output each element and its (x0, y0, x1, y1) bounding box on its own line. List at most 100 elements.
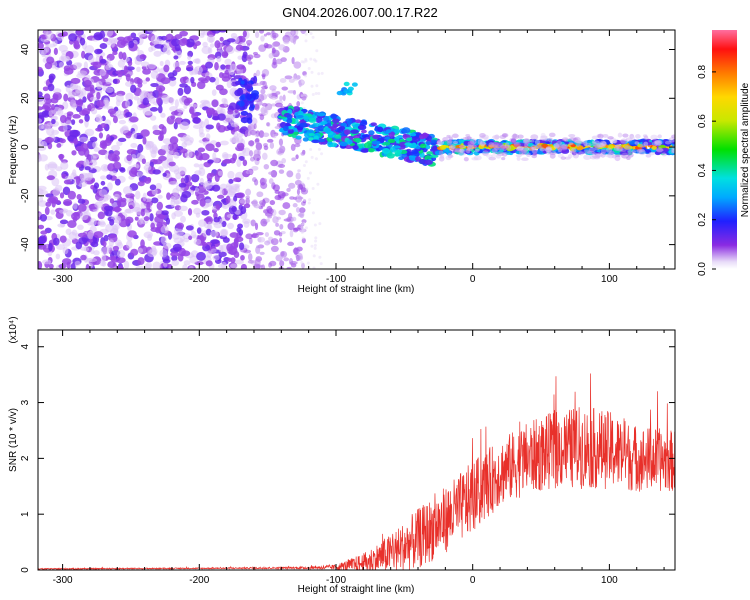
snr-x-label: Height of straight line (km) (298, 584, 415, 595)
heat-cell (134, 190, 141, 200)
heat-cell (240, 263, 247, 269)
heat-cell (105, 64, 112, 71)
heat-cell (343, 88, 350, 94)
heat-cell (159, 60, 164, 67)
heat-cell (300, 80, 304, 84)
heat-cell (194, 58, 201, 65)
heat-cell (227, 257, 232, 262)
heat-cell (657, 134, 662, 139)
heat-cell (350, 129, 359, 134)
heat-cell (44, 206, 50, 216)
heat-cell (90, 107, 98, 115)
heat-cell (234, 89, 242, 97)
heat-cell (79, 37, 86, 46)
heat-cell (233, 177, 241, 183)
heat-cell (187, 60, 193, 65)
heat-cell (101, 254, 107, 263)
heat-cell (255, 142, 263, 151)
heat-cell (569, 150, 576, 154)
heat-cell (109, 170, 117, 176)
heat-cell (254, 138, 260, 145)
heat-cell (70, 262, 76, 269)
heat-cell (187, 55, 192, 60)
heat-cell (301, 262, 305, 269)
heat-cell (46, 127, 55, 136)
heat-cell (242, 159, 248, 167)
heat-cell (125, 216, 134, 224)
heat-cell (598, 143, 606, 148)
heat-cell (228, 102, 237, 111)
heat-cell (286, 109, 293, 115)
heat-cell (320, 71, 324, 75)
heat-cell (318, 138, 326, 143)
heat-cell (162, 44, 170, 54)
heat-cell (99, 68, 107, 77)
heat-cell (294, 179, 303, 186)
heat-cell (154, 44, 164, 49)
heat-cell (73, 40, 80, 49)
heat-cell (157, 194, 163, 199)
heat-cell (568, 141, 574, 146)
heat-cell (287, 241, 295, 247)
snr-ticks: -300 -200 -100 0 100 0 1 2 3 4 (20, 330, 675, 586)
heat-cell (183, 260, 191, 266)
heat-cell (179, 121, 190, 130)
heat-cell (247, 43, 251, 47)
heat-cell (158, 87, 163, 96)
snr-y-label: SNR (10 * v/v) (8, 408, 19, 472)
heat-cell (200, 30, 206, 36)
heat-cell (100, 246, 111, 255)
snr-plot-area (38, 330, 675, 570)
heat-cell (473, 155, 482, 161)
heat-cell (45, 30, 54, 40)
heat-cell (311, 211, 315, 215)
heat-cell (96, 80, 103, 90)
heat-cell (233, 250, 240, 258)
heat-cell (521, 149, 528, 154)
heat-cell (252, 51, 259, 56)
heat-cell (253, 149, 260, 158)
heat-cell (516, 156, 521, 161)
heat-cell (656, 147, 663, 153)
y-tick-label: -40 (20, 237, 31, 252)
heat-cell (278, 232, 283, 237)
heat-cell (621, 152, 630, 159)
heat-cell (63, 179, 72, 185)
heat-cell (634, 141, 640, 145)
heat-cell (312, 254, 316, 258)
heat-cell (313, 135, 319, 141)
heat-cell (58, 44, 69, 52)
heat-cell (214, 40, 221, 49)
heat-cell (228, 178, 234, 184)
heat-cell (206, 172, 213, 181)
heat-cell (52, 187, 61, 197)
heat-cell (48, 110, 53, 117)
heat-cell (351, 82, 358, 87)
heat-cell (136, 170, 144, 177)
heat-cell (622, 133, 629, 138)
heat-cell (194, 187, 200, 193)
heat-cell (211, 99, 219, 108)
heat-cell (227, 170, 235, 179)
heat-cell (488, 156, 497, 161)
heat-cell (38, 261, 43, 269)
heat-cell (304, 160, 308, 164)
heat-cell (452, 133, 459, 139)
x-tick-label: -200 (189, 274, 209, 285)
heat-cell (81, 50, 86, 59)
heat-cell (267, 215, 272, 219)
heat-cell (171, 259, 180, 266)
heat-cell (394, 136, 400, 142)
heat-cell (381, 147, 391, 154)
heat-cell (160, 112, 166, 118)
heat-cell (52, 237, 60, 246)
heat-cell (279, 260, 285, 267)
heat-cell (78, 237, 88, 245)
heat-cell (260, 181, 268, 190)
heat-cell (292, 37, 297, 42)
heat-cell (296, 100, 301, 107)
heat-cell (116, 39, 127, 49)
heat-cell (165, 149, 174, 156)
heat-cell (115, 70, 124, 75)
heat-cell (250, 233, 259, 239)
